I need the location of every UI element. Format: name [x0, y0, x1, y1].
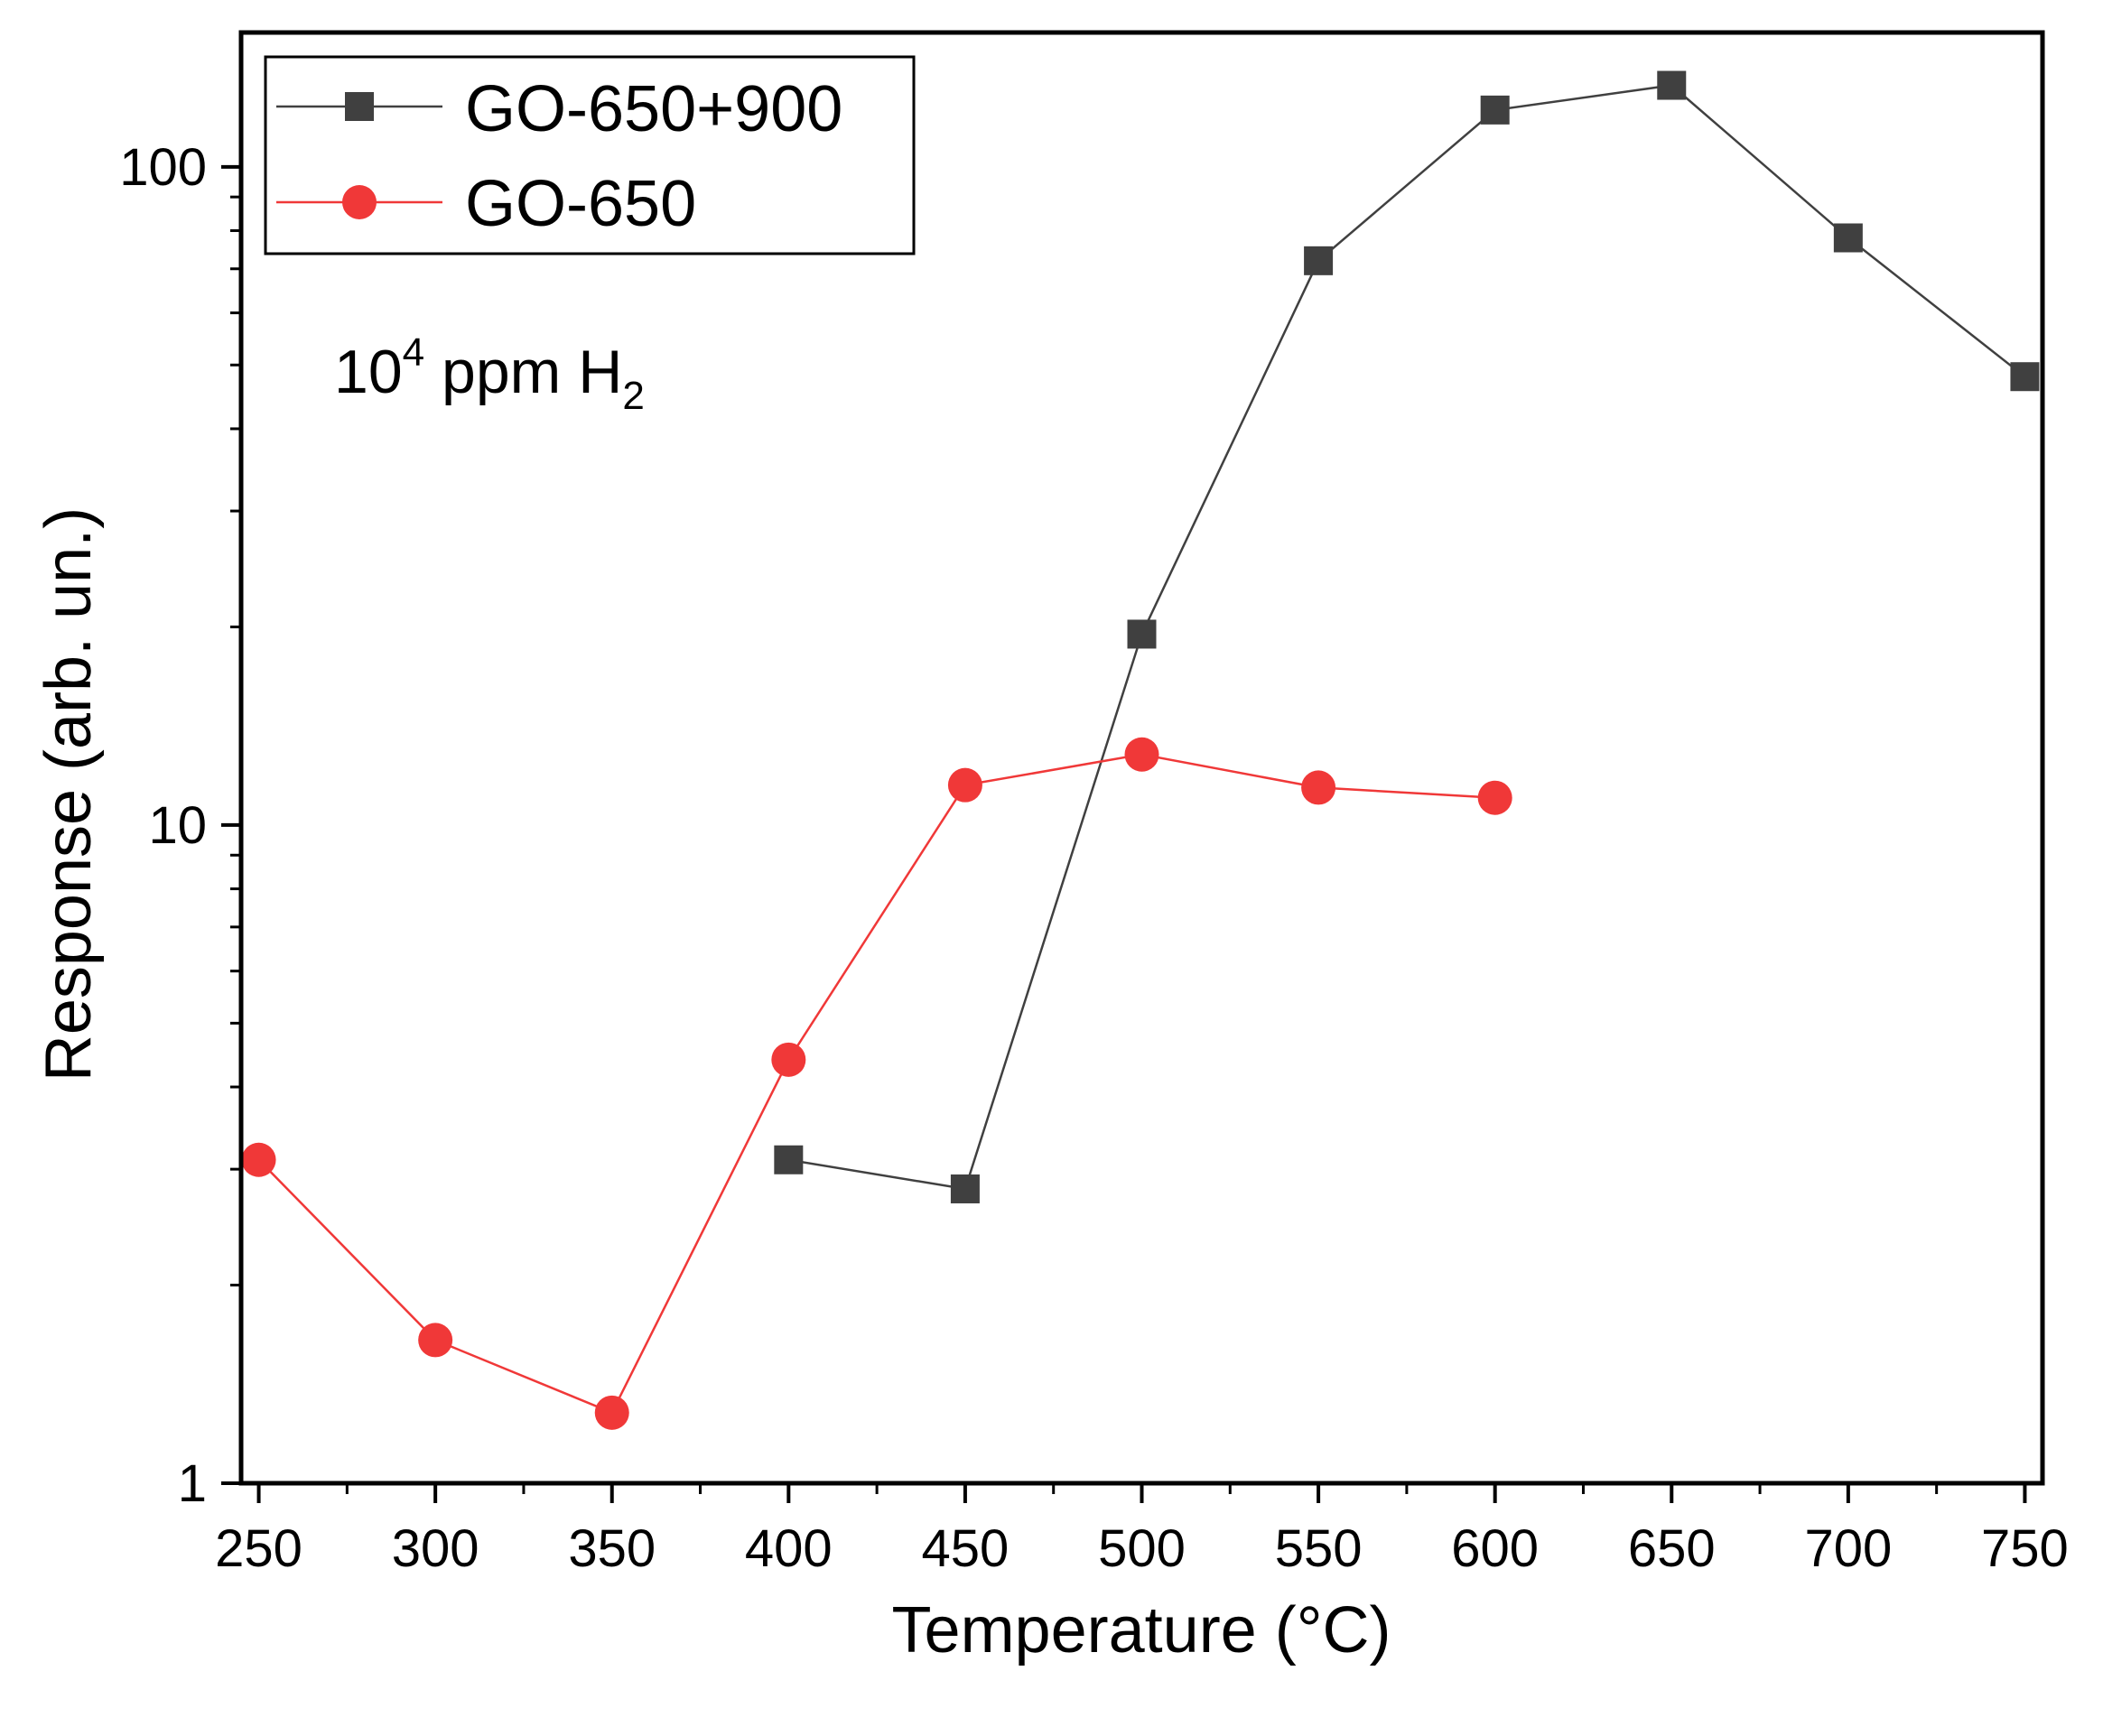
plot-frame: [238, 30, 2045, 1486]
point-go-650-900-600: [1480, 95, 1510, 125]
x-tick-label-250: 250: [215, 1519, 302, 1578]
point-go-650-900-500: [1127, 619, 1157, 649]
legend-marker-go-650-900: [345, 92, 374, 121]
series-line-go-650-900: [788, 84, 2026, 1191]
point-go-650-250: [241, 1142, 276, 1177]
x-tick-label-500: 500: [1098, 1519, 1186, 1578]
x-tick-label-400: 400: [745, 1519, 833, 1578]
x-tick-label-450: 450: [922, 1519, 1010, 1578]
x-tick-label-550: 550: [1275, 1519, 1363, 1578]
legend-label-go-650: GO-650: [465, 168, 696, 240]
point-go-650-550: [1301, 770, 1336, 805]
point-go-650-600: [1477, 780, 1512, 815]
x-tick-label-300: 300: [392, 1519, 479, 1578]
x-tick-label-750: 750: [1981, 1519, 2069, 1578]
x-tick-label-600: 600: [1451, 1519, 1539, 1578]
x-tick-label-650: 650: [1628, 1519, 1716, 1578]
legend-box: [264, 55, 916, 255]
point-go-650-300: [418, 1323, 453, 1358]
y-tick-label-1: 1: [178, 1454, 207, 1513]
point-go-650-900-750: [2010, 362, 2040, 392]
point-go-650-400: [771, 1042, 806, 1077]
point-go-650-900-550: [1304, 246, 1334, 275]
y-axis-title: Response (arb. un.): [33, 507, 105, 1082]
point-go-650-900-400: [774, 1145, 804, 1174]
legend: GO-650+900 GO-650: [264, 55, 916, 255]
point-go-650-900-700: [1833, 223, 1863, 253]
ticks-layer: 250 300 350 400 450 500 550 600 650 700 750 1 10 100: [119, 138, 2069, 1578]
point-go-650-900-650: [1657, 70, 1687, 100]
x-axis-title: Temperature (°C): [892, 1594, 1391, 1666]
annotation-concentration: 104 ppm H2: [334, 330, 645, 418]
legend-label-go-650-900: GO-650+900: [465, 73, 842, 145]
x-tick-label-350: 350: [568, 1519, 656, 1578]
series-layer: [241, 70, 2040, 1430]
legend-marker-go-650: [342, 185, 377, 219]
point-go-650-350: [594, 1395, 629, 1430]
y-tick-label-10: 10: [148, 796, 207, 855]
point-go-650-900-450: [950, 1174, 980, 1203]
point-go-650-500: [1124, 737, 1159, 772]
point-go-650-450: [947, 767, 982, 803]
y-tick-label-100: 100: [119, 138, 207, 197]
x-tick-label-700: 700: [1804, 1519, 1892, 1578]
series-line-go-650: [257, 753, 1495, 1415]
